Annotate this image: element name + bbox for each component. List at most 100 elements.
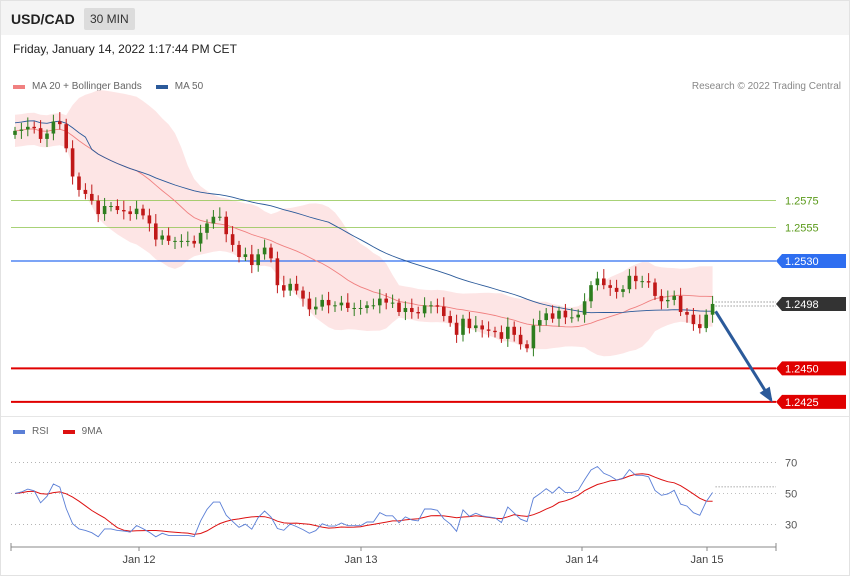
- candle-body: [678, 295, 683, 313]
- timeframe-badge[interactable]: 30 MIN: [84, 8, 135, 30]
- x-axis: Jan 12 Jan 13 Jan 14 Jan 15: [10, 543, 777, 566]
- forecast-arrow-head: [759, 386, 773, 403]
- candle-body: [19, 129, 24, 131]
- copyright-note: Research © 2022 Trading Central: [691, 81, 841, 92]
- candle-body: [314, 306, 318, 310]
- candle-body: [262, 247, 267, 255]
- ma50-line: [14, 120, 713, 314]
- candle-body: [646, 281, 651, 283]
- x-tick-label: Jan 14: [565, 554, 598, 566]
- candle-body: [365, 305, 369, 308]
- candle-body: [237, 244, 241, 257]
- rsi-line: [14, 465, 713, 538]
- legend-item-ma50: MA 50: [155, 81, 204, 92]
- candles: [13, 112, 715, 357]
- rsi-level-label: 70: [785, 458, 797, 470]
- candle-body: [230, 234, 235, 245]
- level-label-1.2530: 1.2530: [785, 256, 819, 268]
- level-tag-1.2530: [776, 254, 846, 269]
- candle-body: [710, 303, 715, 315]
- candle-body: [634, 275, 638, 282]
- candle-body: [320, 299, 324, 307]
- candle-body: [384, 298, 388, 303]
- candle-body: [685, 312, 689, 315]
- candle-body: [614, 287, 619, 292]
- legend-swatch-9ma: [62, 429, 75, 434]
- candle-body: [45, 133, 49, 139]
- legend-swatch-rsi: [13, 429, 25, 434]
- candle-body: [275, 258, 280, 286]
- candle-body: [627, 275, 632, 290]
- bollinger-band: [15, 90, 713, 357]
- legend-item-rsi: RSI: [13, 426, 49, 437]
- candle-body: [531, 325, 536, 349]
- legend-label-rsi: RSI: [32, 426, 49, 437]
- symbol-title: USD/CAD: [11, 11, 75, 27]
- candle-body: [698, 324, 702, 329]
- candle-body: [192, 240, 196, 244]
- candle-body: [672, 295, 676, 300]
- candle-body: [518, 334, 523, 345]
- candle-body: [51, 121, 56, 134]
- candle-body: [64, 124, 68, 149]
- candle-body: [352, 307, 356, 309]
- current-price-label: 1.2498: [785, 299, 819, 311]
- candle-body: [403, 307, 408, 313]
- forecast-arrow-shaft: [714, 310, 773, 401]
- x-tick-label: Jan 13: [344, 554, 377, 566]
- candle-body: [538, 320, 542, 326]
- candle-body: [115, 206, 120, 211]
- candle-body: [128, 211, 132, 215]
- candle-body: [544, 313, 548, 321]
- candle-body: [282, 285, 286, 291]
- candle-body: [499, 332, 504, 339]
- candle-body: [480, 325, 484, 330]
- candle-body: [173, 240, 177, 242]
- candle-body: [602, 278, 606, 286]
- candle-body: [179, 240, 184, 242]
- candle-body: [288, 283, 292, 291]
- chart-header: USD/CAD 30 MIN: [1, 1, 849, 35]
- candle-body: [371, 305, 376, 307]
- level-lines: 1.2575 1.2555 1.2530 1.2450 1.2425: [11, 196, 846, 409]
- candle-body: [448, 316, 452, 323]
- candle-body: [704, 314, 708, 329]
- candle-body: [83, 189, 88, 194]
- candle-body: [269, 247, 273, 259]
- candle-body: [198, 232, 203, 244]
- main-legend: MA 20 + Bollinger Bands MA 50: [13, 81, 217, 92]
- rsi-pane: 70 50 30: [11, 458, 797, 538]
- level-label-1.2450: 1.2450: [785, 363, 819, 375]
- candle-body: [595, 278, 600, 286]
- candle-body: [333, 305, 337, 307]
- candle-body: [307, 298, 312, 310]
- candle-body: [211, 216, 216, 224]
- candle-body: [301, 290, 305, 299]
- x-tick-label: Jan 15: [690, 554, 723, 566]
- candle-body: [109, 206, 113, 208]
- candle-body: [659, 295, 664, 302]
- candle-body: [205, 223, 209, 233]
- candle-body: [570, 317, 574, 319]
- candle-body: [397, 302, 401, 313]
- level-label-1.2425: 1.2425: [785, 397, 819, 409]
- candle-body: [506, 326, 510, 339]
- candle-body: [102, 206, 107, 215]
- legend-label-ma50: MA 50: [174, 81, 204, 92]
- legend-item-9ma: 9MA: [62, 426, 102, 437]
- candle-body: [582, 301, 587, 315]
- pane-divider: [1, 416, 849, 417]
- legend-swatch-ma20: [13, 84, 25, 89]
- candle-body: [378, 298, 382, 306]
- candle-body: [218, 216, 222, 218]
- candle-body: [640, 281, 644, 283]
- candle-body: [243, 254, 248, 257]
- candle-body: [525, 344, 529, 349]
- x-tick-label: Jan 12: [122, 554, 155, 566]
- candle-body: [160, 235, 164, 240]
- candle-body: [339, 302, 344, 306]
- candle-body: [486, 329, 491, 331]
- candle-body: [346, 302, 350, 308]
- rsi-legend: RSI 9MA: [13, 426, 116, 437]
